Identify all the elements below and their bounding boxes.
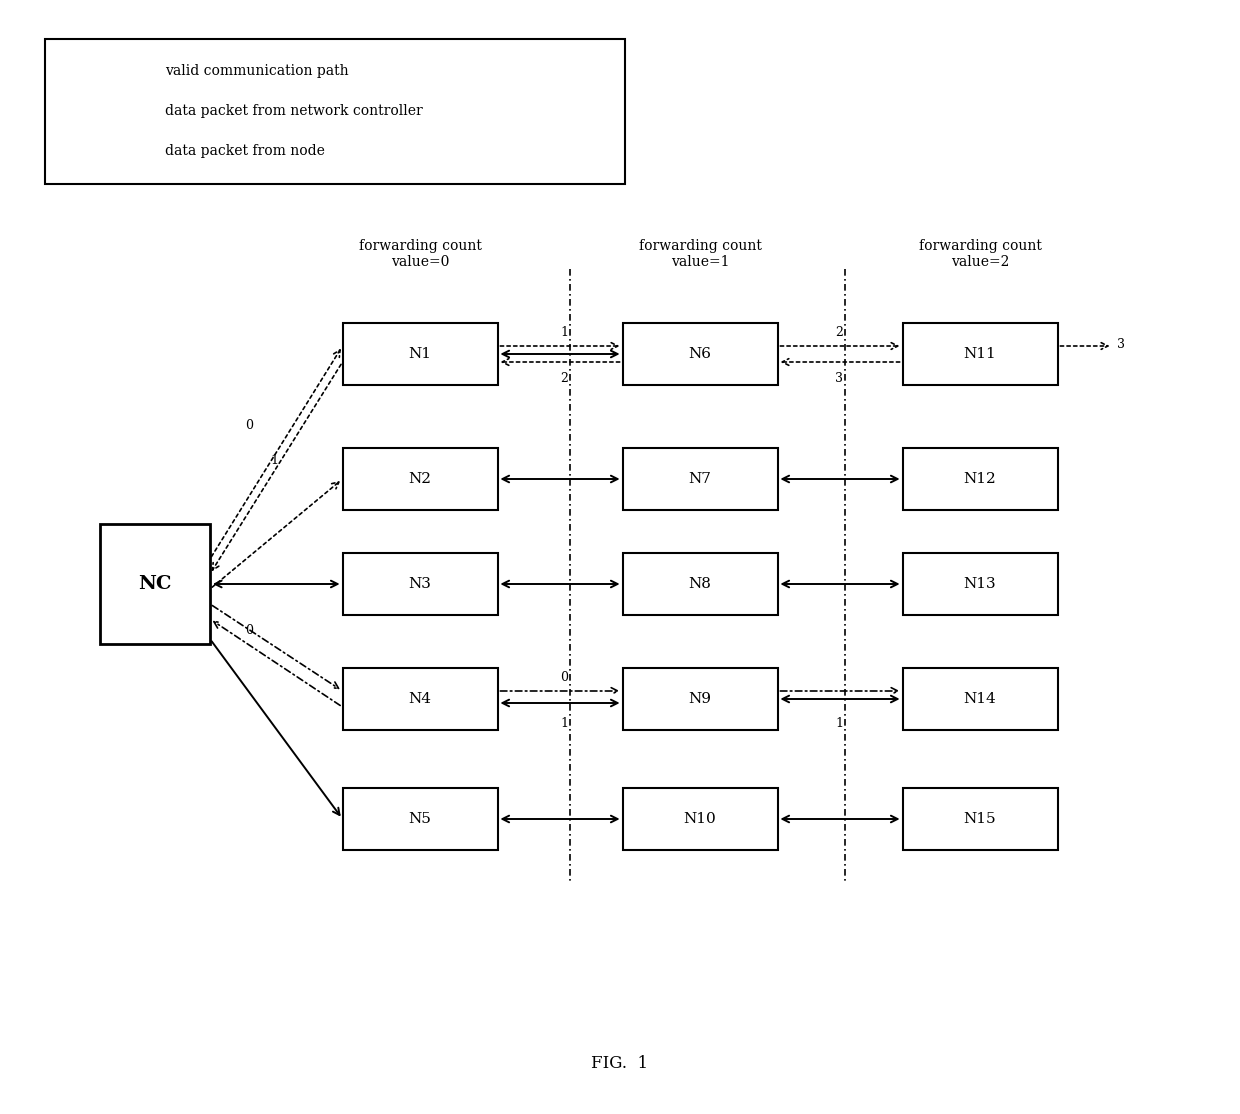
Bar xyxy=(903,668,1058,730)
Text: 0: 0 xyxy=(246,624,253,637)
Text: FIG.  1: FIG. 1 xyxy=(591,1055,649,1073)
Text: N10: N10 xyxy=(683,812,717,825)
Text: 3: 3 xyxy=(1117,338,1126,351)
Text: N13: N13 xyxy=(963,577,996,592)
Text: 1: 1 xyxy=(270,455,278,467)
Text: NC: NC xyxy=(138,575,172,593)
Bar xyxy=(342,553,497,615)
Bar xyxy=(903,323,1058,385)
Text: 1: 1 xyxy=(835,717,843,730)
Text: valid communication path: valid communication path xyxy=(165,63,348,78)
Text: 0: 0 xyxy=(246,419,253,432)
Text: forwarding count
value=1: forwarding count value=1 xyxy=(639,240,761,270)
Bar xyxy=(100,524,210,644)
Text: N8: N8 xyxy=(688,577,712,592)
Text: data packet from network controller: data packet from network controller xyxy=(165,104,423,118)
Text: 1: 1 xyxy=(560,717,568,730)
Text: N4: N4 xyxy=(408,692,432,706)
Text: 1: 1 xyxy=(560,326,568,339)
Text: N15: N15 xyxy=(963,812,996,825)
Text: N14: N14 xyxy=(963,692,997,706)
Text: N6: N6 xyxy=(688,346,712,361)
Text: 2: 2 xyxy=(835,326,843,339)
Bar xyxy=(45,39,625,184)
Text: 3: 3 xyxy=(835,372,843,385)
Bar xyxy=(342,668,497,730)
Text: N9: N9 xyxy=(688,692,712,706)
Bar xyxy=(903,553,1058,615)
Bar xyxy=(903,788,1058,850)
Text: 0: 0 xyxy=(560,671,568,684)
Bar xyxy=(622,448,777,510)
Bar xyxy=(622,788,777,850)
Text: N5: N5 xyxy=(408,812,432,825)
Bar xyxy=(903,448,1058,510)
Bar xyxy=(342,323,497,385)
Bar xyxy=(622,553,777,615)
Text: N11: N11 xyxy=(963,346,997,361)
Text: 2: 2 xyxy=(560,372,568,385)
Text: data packet from node: data packet from node xyxy=(165,144,325,158)
Bar xyxy=(622,668,777,730)
Text: N12: N12 xyxy=(963,472,997,486)
Text: forwarding count
value=0: forwarding count value=0 xyxy=(358,240,481,270)
Text: N1: N1 xyxy=(408,346,432,361)
Text: N3: N3 xyxy=(408,577,432,592)
Bar xyxy=(342,448,497,510)
Text: N7: N7 xyxy=(688,472,712,486)
Bar xyxy=(622,323,777,385)
Text: N2: N2 xyxy=(408,472,432,486)
Text: forwarding count
value=2: forwarding count value=2 xyxy=(919,240,1042,270)
Bar xyxy=(342,788,497,850)
